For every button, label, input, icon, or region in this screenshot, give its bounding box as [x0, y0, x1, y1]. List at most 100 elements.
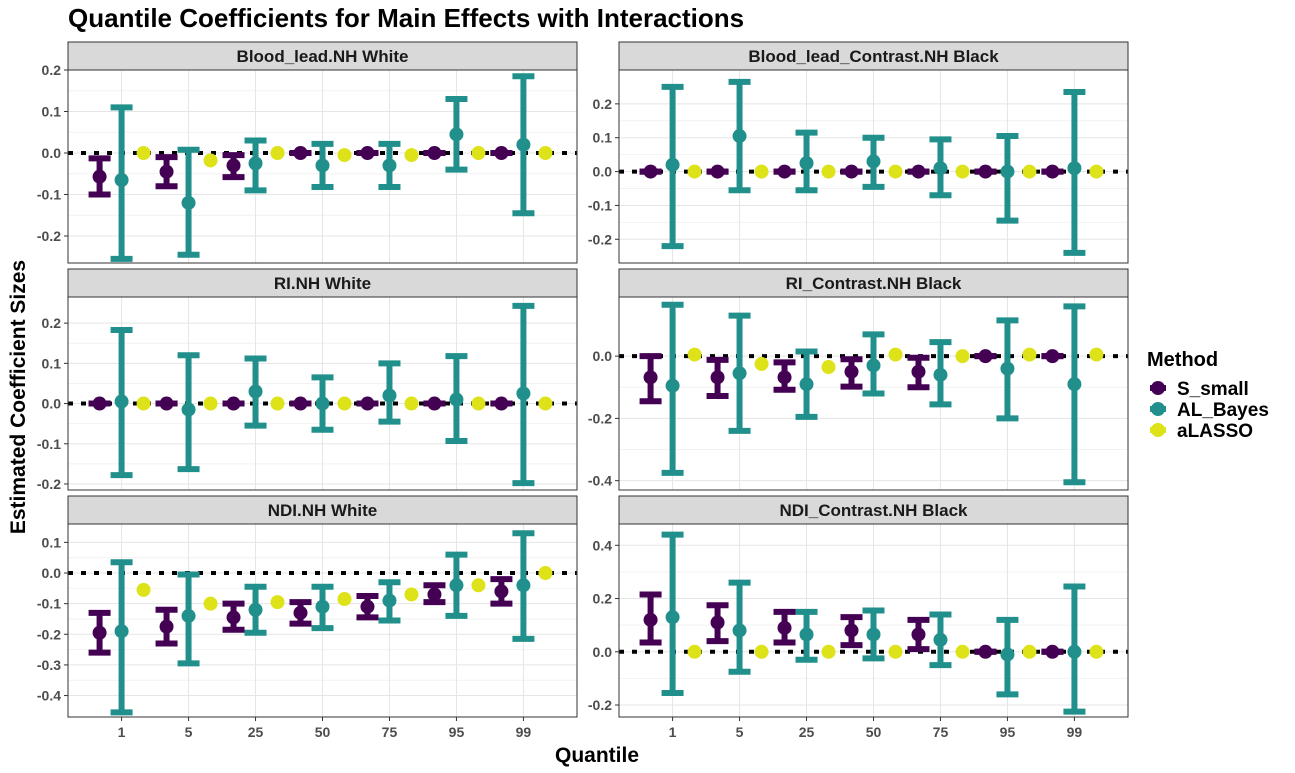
point-alasso	[754, 164, 769, 179]
point-alasso	[754, 644, 769, 659]
strip-label: Blood_lead.NH White	[237, 47, 409, 66]
point-s-small	[494, 396, 509, 411]
point-al-bayes	[382, 388, 397, 403]
y-tick-label: -0.2	[588, 697, 612, 713]
legend-label: aLASSO	[1177, 421, 1253, 442]
point-s-small	[494, 584, 509, 599]
panel-ri-contrast-nh-black: RI_Contrast.NH Black -0.4 -0.2 0.0	[588, 268, 1129, 491]
strip-label: NDI.NH White	[268, 501, 378, 520]
point-s-small	[293, 396, 308, 411]
strip-label: RI_Contrast.NH Black	[786, 274, 962, 293]
strip-background	[618, 495, 1129, 525]
point-al-bayes	[516, 578, 531, 593]
point-s-small	[360, 599, 375, 614]
y-tick-label: 0.2	[42, 62, 62, 78]
point-alasso	[955, 164, 970, 179]
chart-title: Quantile Coefficients for Main Effects w…	[68, 3, 744, 33]
point-al-bayes	[382, 593, 397, 608]
y-tick-label: 0.1	[593, 130, 613, 146]
y-tick-label: -0.2	[588, 231, 612, 247]
point-s-small	[159, 164, 174, 179]
legend-title: Method	[1147, 349, 1218, 371]
point-alasso	[203, 396, 218, 411]
point-al-bayes	[248, 602, 263, 617]
point-s-small	[226, 396, 241, 411]
point-s-small	[844, 164, 859, 179]
point-al-bayes	[933, 367, 948, 382]
x-tick-label: 1	[669, 724, 677, 740]
point-al-bayes	[248, 384, 263, 399]
point-al-bayes	[665, 157, 680, 172]
point-al-bayes	[181, 195, 196, 210]
point-al-bayes	[516, 137, 531, 152]
point-s-small	[643, 164, 658, 179]
y-tick-label: 0.2	[593, 591, 613, 607]
point-alasso	[136, 582, 151, 597]
x-tick-label: 95	[1000, 724, 1016, 740]
point-alasso	[1022, 644, 1037, 659]
point-alasso	[1089, 347, 1104, 362]
y-axis-title: Estimated Coefficient Sizes	[7, 260, 30, 534]
point-al-bayes	[315, 158, 330, 173]
point-al-bayes	[665, 378, 680, 393]
point-s-small	[159, 396, 174, 411]
point-alasso	[754, 356, 769, 371]
y-tick-label: 0.0	[42, 145, 62, 161]
point-s-small	[911, 364, 926, 379]
strip-background	[67, 268, 578, 298]
panel-border	[618, 296, 1129, 491]
point-alasso	[955, 644, 970, 659]
point-s-small	[226, 158, 241, 173]
point-al-bayes	[799, 627, 814, 642]
point-alasso	[1089, 164, 1104, 179]
y-tick-label: 0.0	[42, 396, 62, 412]
point-alasso	[538, 566, 553, 581]
point-alasso	[337, 592, 352, 607]
y-tick-label: 0.0	[593, 164, 613, 180]
point-s-small	[226, 610, 241, 625]
panel-ndi-nh-white: NDI.NH White -0.4 -0.3 -0.2 -0.1 0.0 0.1 1 5 25 50…	[37, 495, 578, 740]
point-alasso	[538, 146, 553, 161]
x-tick-label: 1	[118, 724, 126, 740]
point-al-bayes	[181, 608, 196, 623]
point-s-small	[1045, 644, 1060, 659]
strip-label: Blood_lead_Contrast.NH Black	[748, 47, 999, 66]
y-tick-label: -0.1	[37, 436, 61, 452]
panel-border	[618, 69, 1129, 264]
y-tick-label: 0.1	[42, 104, 62, 120]
point-s-small	[710, 615, 725, 630]
point-s-small	[1045, 164, 1060, 179]
strip-background	[67, 41, 578, 71]
legend-item-al-bayes: AL_Bayes	[1150, 400, 1269, 421]
y-tick-label: -0.4	[588, 473, 612, 489]
point-s-small	[494, 146, 509, 161]
legend-key-point	[1151, 402, 1165, 416]
point-s-small	[427, 146, 442, 161]
point-alasso	[270, 146, 285, 161]
legend-item-alasso: aLASSO	[1150, 421, 1253, 442]
point-alasso	[538, 396, 553, 411]
point-s-small	[92, 396, 107, 411]
panel-blood-lead-contrast-nh-black: Blood_lead_Contrast.NH Black -0.2 -0.1 0.0 0…	[588, 41, 1129, 264]
point-al-bayes	[315, 599, 330, 614]
x-tick-label: 5	[736, 724, 744, 740]
point-alasso	[1022, 164, 1037, 179]
point-al-bayes	[248, 156, 263, 171]
point-alasso	[1089, 644, 1104, 659]
point-alasso	[203, 153, 218, 168]
point-alasso	[404, 396, 419, 411]
y-tick-label: 0.0	[593, 644, 613, 660]
panel-border	[67, 69, 578, 264]
x-tick-label: 50	[315, 724, 331, 740]
point-s-small	[844, 364, 859, 379]
point-s-small	[777, 620, 792, 635]
point-s-small	[777, 370, 792, 385]
point-s-small	[92, 169, 107, 184]
x-tick-label: 25	[248, 724, 264, 740]
point-alasso	[270, 595, 285, 610]
point-al-bayes	[315, 396, 330, 411]
point-alasso	[136, 146, 151, 161]
point-s-small	[710, 370, 725, 385]
